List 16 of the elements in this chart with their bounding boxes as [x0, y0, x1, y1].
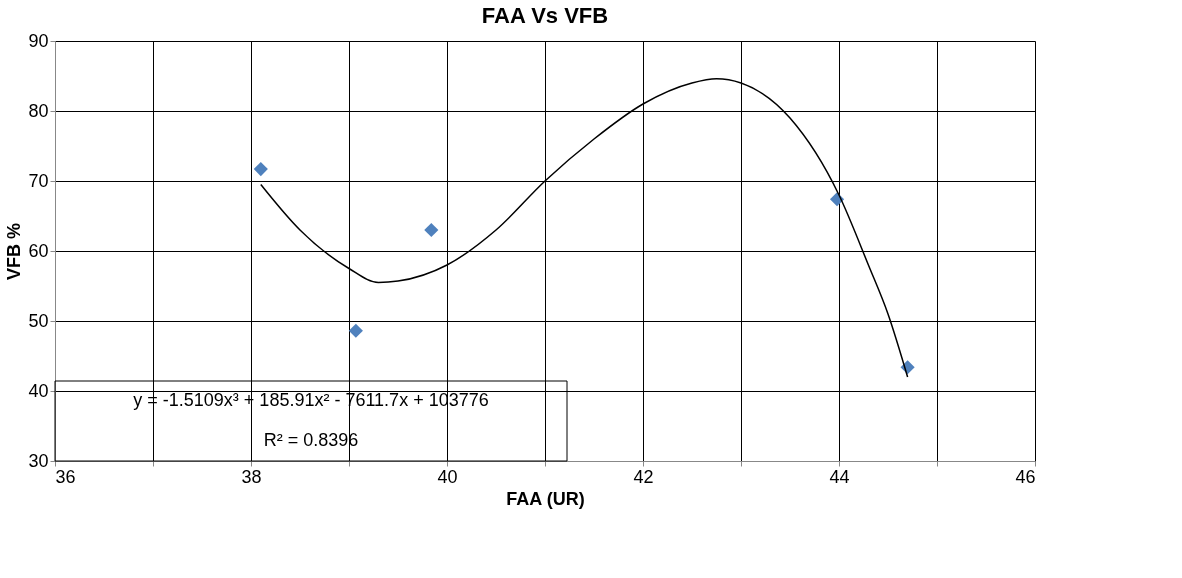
y-tick-label: 70: [28, 170, 49, 191]
y-tick-label: 60: [28, 240, 49, 261]
x-axis-title: FAA (UR): [506, 488, 585, 509]
y-tick-label: 80: [28, 100, 49, 121]
y-tick-label: 30: [28, 450, 49, 471]
y-tick-label: 40: [28, 380, 49, 401]
chart-title: FAA Vs VFB: [481, 3, 609, 28]
x-tick-label: 46: [1015, 466, 1036, 487]
x-tick-label: 38: [241, 466, 262, 487]
x-tick-label: 36: [55, 466, 76, 487]
y-tick-label: 50: [28, 310, 49, 331]
x-tick-label: 42: [633, 466, 654, 487]
x-tick-label: 44: [829, 466, 850, 487]
y-tick-label: 90: [28, 30, 49, 51]
y-axis-title: VFB %: [4, 222, 25, 281]
x-tick-label: 40: [437, 466, 458, 487]
